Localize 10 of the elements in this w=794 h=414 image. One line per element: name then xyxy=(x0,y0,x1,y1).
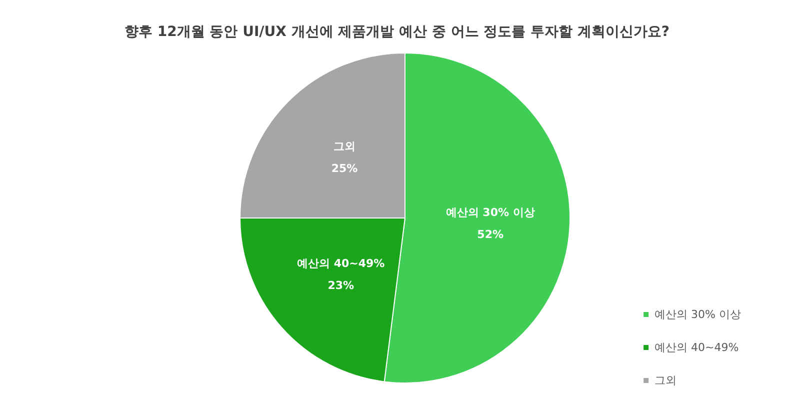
slice-label: 예산의 30% 이상 xyxy=(446,206,535,219)
data-label: 52% xyxy=(477,228,504,241)
slice-label: 그외 xyxy=(334,140,356,154)
legend-label: 예산의 30% 이상 xyxy=(654,308,742,321)
data-label: 23% xyxy=(328,279,354,292)
legend-label: 예산의 40~49% xyxy=(654,341,739,354)
data-label: 25% xyxy=(331,162,358,176)
chart-title: 향후 12개월 동안 UI/UX 개선에 제품개발 예산 중 어느 정도를 투자할 계획이신가요? xyxy=(124,24,670,40)
slice-label: 예산의 40~49% xyxy=(297,257,385,270)
legend-label: 그외 xyxy=(654,374,677,387)
